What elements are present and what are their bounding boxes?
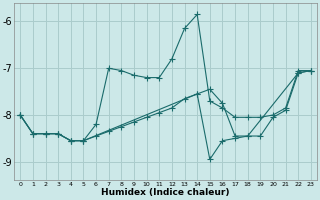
X-axis label: Humidex (Indice chaleur): Humidex (Indice chaleur) (101, 188, 230, 197)
